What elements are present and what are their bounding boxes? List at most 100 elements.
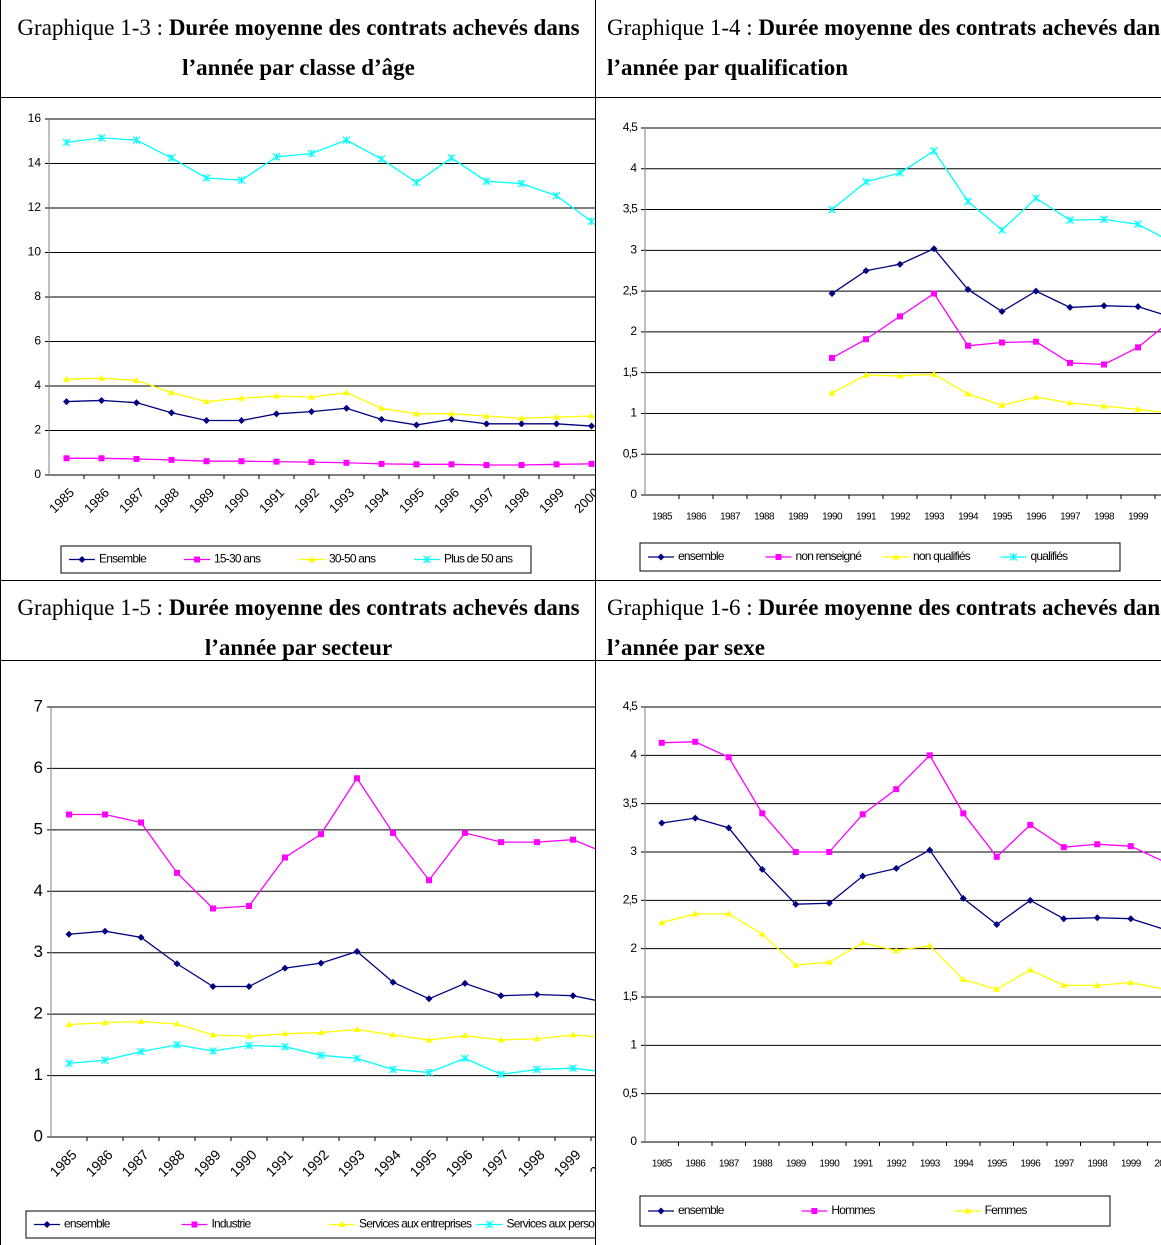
caption: Graphique 1-4 : Durée moyenne des contra…	[597, 0, 1161, 97]
marker	[174, 869, 180, 876]
x-tick-label: 1985	[46, 485, 77, 516]
marker	[461, 979, 469, 987]
marker	[1032, 287, 1040, 295]
y-tick-label: 4	[34, 378, 41, 392]
marker	[133, 399, 140, 407]
marker	[658, 819, 666, 827]
marker	[65, 1059, 73, 1068]
legend-label: ensemble	[678, 549, 725, 563]
marker	[1094, 841, 1101, 848]
marker	[931, 290, 937, 297]
marker	[859, 939, 867, 946]
legend-label: non qualifiés	[913, 549, 971, 563]
marker	[101, 927, 109, 935]
rule	[0, 97, 1161, 98]
marker	[1134, 303, 1142, 311]
marker	[43, 1221, 51, 1228]
x-tick-label: 1999	[550, 1146, 583, 1179]
marker	[425, 1068, 433, 1077]
marker	[657, 1207, 665, 1215]
marker	[1032, 393, 1040, 400]
x-tick-label: 1996	[1020, 1159, 1041, 1170]
marker	[959, 894, 967, 902]
marker	[1066, 303, 1074, 311]
caption-title: Durée moyenne des contrats achevés dans …	[168, 15, 580, 80]
marker	[138, 819, 144, 826]
y-tick-label: 2	[630, 941, 637, 955]
marker	[896, 260, 904, 268]
marker	[863, 336, 869, 343]
marker	[569, 992, 577, 1000]
marker	[792, 900, 800, 908]
series-line	[831, 149, 1161, 238]
x-tick-label: 1992	[291, 485, 322, 516]
series-line	[831, 373, 1161, 413]
x-tick-label: 1998	[514, 1146, 547, 1179]
legend-label: 30-50 ans	[329, 552, 376, 566]
marker	[137, 1047, 145, 1056]
marker	[828, 389, 836, 396]
legend-box	[60, 545, 532, 574]
y-tick-label: 7	[34, 696, 43, 715]
marker	[101, 1056, 109, 1065]
marker	[342, 136, 351, 145]
y-tick-label: 2	[34, 423, 41, 437]
y-tick-label: 4	[34, 881, 43, 900]
marker	[209, 1047, 217, 1055]
marker	[210, 905, 216, 912]
marker	[829, 354, 835, 361]
x-tick-label: 1986	[685, 1159, 706, 1170]
x-tick-label: 1992	[890, 512, 911, 523]
marker	[993, 985, 1001, 992]
marker	[353, 947, 361, 955]
marker	[389, 978, 397, 986]
x-tick-label: 1996	[1026, 512, 1047, 523]
series-line	[68, 1020, 595, 1041]
marker	[658, 739, 665, 746]
marker	[1060, 981, 1068, 988]
x-tick-label: 1990	[822, 512, 843, 523]
marker	[132, 136, 141, 145]
series-line	[66, 377, 592, 419]
marker	[930, 245, 938, 253]
marker	[759, 810, 766, 817]
y-tick-label: 0	[630, 1134, 637, 1148]
x-tick-label: 1991	[262, 1146, 295, 1179]
legend-label: Ensemble	[99, 552, 147, 566]
x-tick-label: 1987	[719, 1159, 740, 1170]
marker	[959, 976, 967, 983]
x-tick-label: 1991	[256, 485, 287, 516]
marker	[658, 919, 666, 926]
marker	[893, 786, 900, 793]
marker	[98, 396, 105, 404]
marker	[862, 267, 870, 275]
marker	[317, 1029, 325, 1036]
x-tick-label: 1992	[298, 1146, 331, 1179]
marker	[343, 404, 350, 412]
marker	[133, 455, 140, 462]
marker	[390, 829, 396, 836]
x-tick-label: 1988	[752, 1159, 773, 1170]
marker	[1134, 405, 1142, 412]
legend-label: ensemble	[64, 1217, 111, 1231]
x-tick-label: 1987	[116, 485, 147, 516]
x-tick-label: 1986	[81, 485, 112, 516]
marker	[343, 459, 350, 466]
marker	[553, 413, 560, 420]
marker	[588, 412, 595, 419]
y-tick-label: 3	[630, 243, 637, 257]
series-line	[661, 741, 1161, 861]
marker	[461, 1032, 469, 1039]
marker	[964, 285, 972, 293]
marker	[202, 174, 211, 182]
marker	[1060, 915, 1068, 923]
y-tick-label: 6	[34, 334, 41, 348]
y-tick-label: 4	[630, 748, 637, 762]
marker	[1027, 821, 1034, 828]
marker	[999, 339, 1005, 346]
x-tick-label: 1996	[431, 485, 462, 516]
marker	[308, 556, 316, 562]
marker	[553, 461, 560, 468]
marker	[930, 146, 938, 155]
x-tick-label: 1987	[720, 512, 741, 523]
